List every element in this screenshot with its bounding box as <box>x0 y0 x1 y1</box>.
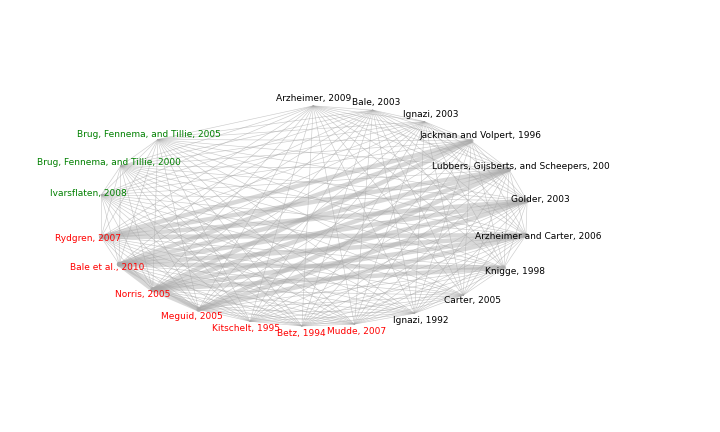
Text: Arzheimer and Carter, 2006: Arzheimer and Carter, 2006 <box>475 232 602 241</box>
Text: Betz, 1994: Betz, 1994 <box>277 329 325 338</box>
Text: Norris, 2005: Norris, 2005 <box>115 290 171 299</box>
Text: Golder, 2003: Golder, 2003 <box>510 195 570 204</box>
Text: Lubbers, Gijsberts, and Scheepers, 200: Lubbers, Gijsberts, and Scheepers, 200 <box>432 162 610 171</box>
Text: Mudde, 2007: Mudde, 2007 <box>328 327 387 336</box>
Text: Carter, 2005: Carter, 2005 <box>444 296 500 305</box>
Text: Rydgren, 2007: Rydgren, 2007 <box>55 234 122 243</box>
Text: Ivarsflaten, 2008: Ivarsflaten, 2008 <box>50 189 127 198</box>
Text: Kitschelt, 1995: Kitschelt, 1995 <box>212 324 280 333</box>
Text: Brug, Fennema, and Tillie, 2005: Brug, Fennema, and Tillie, 2005 <box>76 130 220 139</box>
Text: Ignazi, 1992: Ignazi, 1992 <box>393 316 449 324</box>
Text: Bale et al., 2010: Bale et al., 2010 <box>71 263 145 272</box>
Text: Bale, 2003: Bale, 2003 <box>352 98 400 107</box>
Text: Arzheimer, 2009: Arzheimer, 2009 <box>276 94 351 102</box>
Text: Meguid, 2005: Meguid, 2005 <box>161 311 222 321</box>
Text: Ignazi, 2003: Ignazi, 2003 <box>403 111 459 119</box>
Text: Brug, Fennema, and Tillie, 2000: Brug, Fennema, and Tillie, 2000 <box>37 158 181 167</box>
Text: Knigge, 1998: Knigge, 1998 <box>485 267 545 276</box>
Text: Jackman and Volpert, 1996: Jackman and Volpert, 1996 <box>420 131 541 140</box>
